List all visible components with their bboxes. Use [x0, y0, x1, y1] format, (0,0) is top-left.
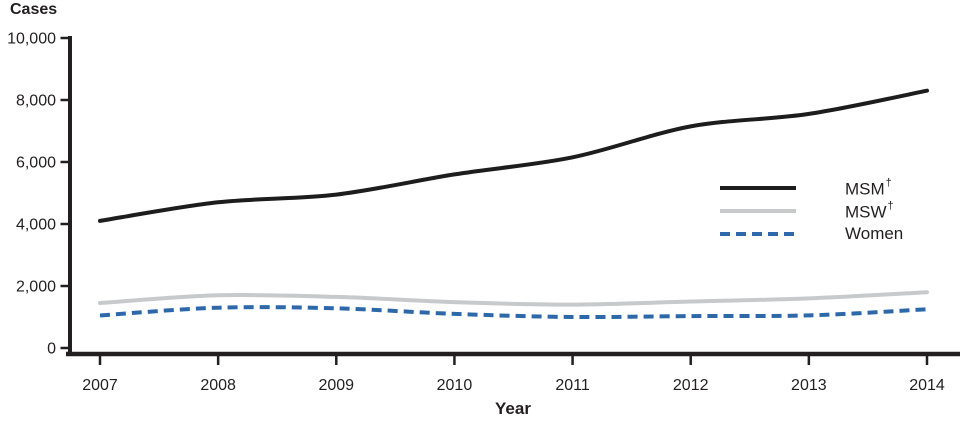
- legend-item-msm: MSM†: [719, 176, 903, 199]
- series-lines: [98, 88, 929, 320]
- series-line-msw: [98, 290, 929, 307]
- legend-label-women: Women: [845, 224, 904, 243]
- series-line-women: [99, 305, 928, 320]
- legend-item-msw: MSW†: [719, 199, 903, 222]
- x-axis-ticks: 2007 2008 2009 2010 2011 2012 2013 2014: [82, 356, 945, 394]
- dagger-symbol: †: [885, 177, 892, 190]
- axes: [66, 36, 960, 357]
- x-tick-label: 2012: [673, 377, 709, 394]
- legend-label-msm: MSM†: [845, 177, 892, 199]
- legend-swatch-msm: [720, 185, 796, 190]
- legend-item-women: Women: [719, 222, 903, 245]
- x-tick-label: 2008: [200, 377, 236, 394]
- y-tick-label: 0: [47, 341, 56, 358]
- y-tick-label: 10,000: [7, 31, 56, 48]
- y-tick-label: 2,000: [16, 279, 56, 296]
- y-axis-ticks: 0 2,000 4,000 6,000 8,000 10,000: [7, 31, 70, 358]
- series-line-msm: [98, 88, 929, 223]
- y-tick-label: 4,000: [16, 217, 56, 234]
- x-axis-title: Year: [495, 399, 531, 418]
- legend-swatch-msw: [720, 208, 796, 213]
- legend-label-msw: MSW†: [845, 200, 894, 222]
- legend-swatch-women: [720, 231, 796, 236]
- y-axis-title: Cases: [10, 1, 58, 18]
- x-tick-label: 2009: [318, 377, 354, 394]
- x-tick-label: 2011: [555, 377, 590, 394]
- dagger-symbol: †: [887, 200, 894, 213]
- x-tick-label: 2014: [909, 377, 945, 394]
- x-tick-label: 2013: [791, 377, 827, 394]
- x-tick-label: 2010: [437, 377, 473, 394]
- legend: MSM† MSW† Women: [719, 176, 903, 245]
- x-tick-label: 2007: [82, 377, 118, 394]
- y-tick-label: 6,000: [16, 155, 56, 172]
- y-tick-label: 8,000: [16, 93, 56, 110]
